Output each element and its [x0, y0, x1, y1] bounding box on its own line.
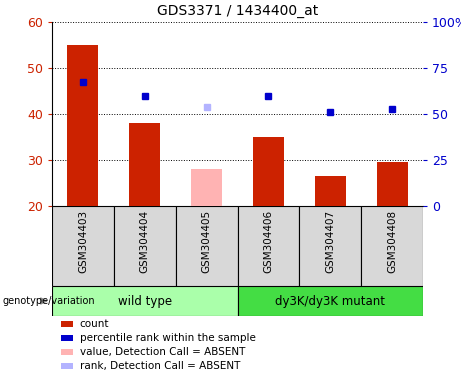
Text: count: count: [80, 319, 109, 329]
Text: GSM304403: GSM304403: [78, 210, 88, 273]
Text: genotype/variation: genotype/variation: [2, 296, 95, 306]
Bar: [377, 162, 408, 206]
Text: GSM304405: GSM304405: [201, 210, 212, 273]
Bar: [52, 206, 114, 286]
Text: GSM304404: GSM304404: [140, 210, 150, 273]
Bar: [253, 137, 284, 206]
Bar: [299, 206, 361, 286]
Text: percentile rank within the sample: percentile rank within the sample: [80, 333, 255, 343]
Text: wild type: wild type: [118, 295, 172, 308]
Bar: [67, 45, 98, 206]
Bar: [114, 206, 176, 286]
Bar: [191, 169, 222, 206]
Text: GSM304408: GSM304408: [387, 210, 397, 273]
Text: value, Detection Call = ABSENT: value, Detection Call = ABSENT: [80, 347, 245, 357]
Bar: [176, 206, 237, 286]
Bar: [237, 206, 299, 286]
Bar: [315, 176, 346, 206]
Title: GDS3371 / 1434400_at: GDS3371 / 1434400_at: [157, 4, 318, 18]
Text: GSM304407: GSM304407: [325, 210, 335, 273]
Bar: [361, 206, 423, 286]
Text: dy3K/dy3K mutant: dy3K/dy3K mutant: [275, 295, 385, 308]
Bar: [52, 286, 237, 316]
Bar: [237, 286, 423, 316]
Bar: [129, 123, 160, 206]
Text: rank, Detection Call = ABSENT: rank, Detection Call = ABSENT: [80, 361, 240, 371]
Text: GSM304406: GSM304406: [263, 210, 273, 273]
